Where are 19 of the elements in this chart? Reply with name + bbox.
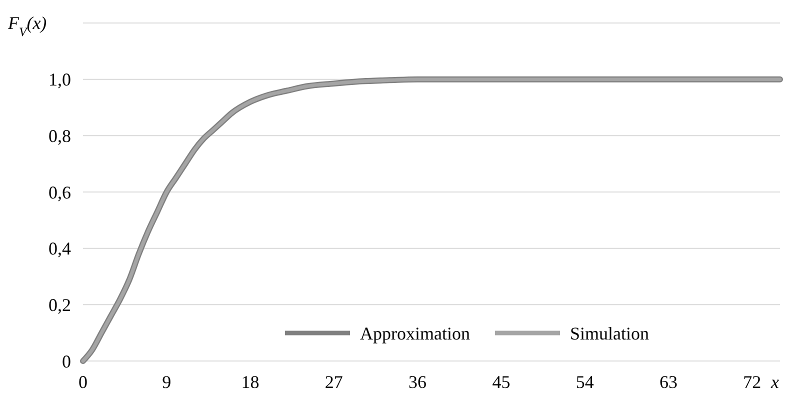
x-tick-label: 27 xyxy=(324,372,343,392)
x-tick-label: 45 xyxy=(492,372,510,392)
legend-label: Simulation xyxy=(570,323,650,344)
y-tick-label: 0 xyxy=(62,351,71,372)
y-tick-label: 0,2 xyxy=(48,294,71,315)
x-tick-label: 18 xyxy=(241,372,260,392)
x-tick-label: 63 xyxy=(659,372,678,392)
y-tick-label: 1,0 xyxy=(48,70,71,90)
x-tick-label: 0 xyxy=(78,372,88,392)
y-tick-label: 0,4 xyxy=(48,238,71,259)
legend-label: Approximation xyxy=(360,323,470,344)
x-tick-label: 36 xyxy=(408,372,427,392)
x-tick-label: 9 xyxy=(162,372,172,392)
y-axis-title: F$_{V}$(x) xyxy=(7,13,47,39)
y-tick-label: 0,6 xyxy=(48,182,71,202)
y-tick-label: 0,8 xyxy=(48,126,71,146)
x-axis-title: x xyxy=(770,372,779,392)
x-tick-label: 54 xyxy=(576,372,594,392)
x-tick-label: 72 xyxy=(743,372,762,392)
